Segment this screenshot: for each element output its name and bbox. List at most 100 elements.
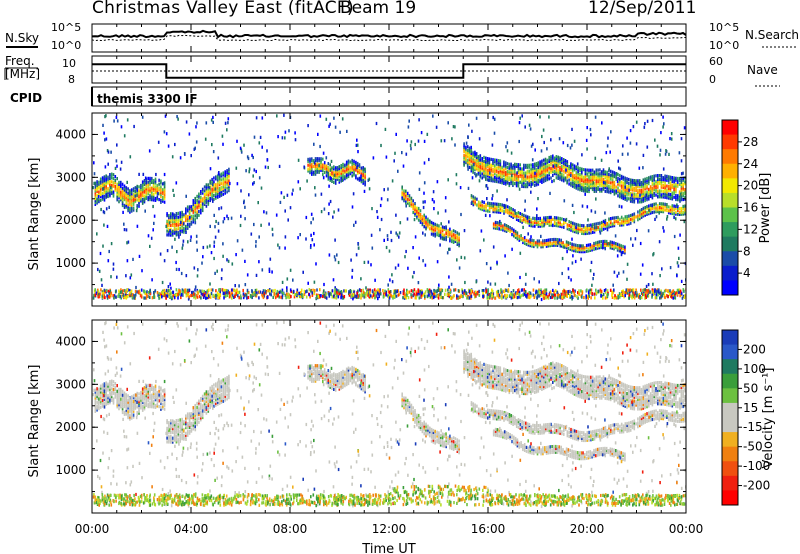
power-cell <box>508 294 511 298</box>
power-cell <box>155 172 157 177</box>
power-cell <box>635 120 638 124</box>
power-cell <box>362 175 364 179</box>
power-cell <box>327 173 330 177</box>
power-cell <box>104 115 106 119</box>
power-cell <box>127 195 129 199</box>
power-cell <box>528 220 531 224</box>
power-cell <box>145 181 148 185</box>
power-cell <box>521 180 523 185</box>
power-cell <box>97 195 100 199</box>
power-cell <box>258 260 260 264</box>
power-cell <box>362 288 364 292</box>
power-cell <box>159 293 161 297</box>
power-cell <box>664 178 666 182</box>
power-cell <box>542 162 545 166</box>
power-cell <box>628 216 630 220</box>
power-cell <box>341 292 343 296</box>
power-cell <box>492 115 494 120</box>
power-cell <box>633 196 636 200</box>
power-cell <box>664 191 666 196</box>
power-cell <box>637 216 639 220</box>
power-cell <box>209 282 211 286</box>
power-cell <box>496 206 498 210</box>
power-cell <box>200 211 202 215</box>
power-cell <box>328 124 330 128</box>
power-cell <box>116 196 118 200</box>
power-cell <box>118 196 120 200</box>
power-cell <box>406 139 408 143</box>
power-cell <box>518 295 521 299</box>
power-cell <box>130 289 133 293</box>
power-cell <box>585 245 588 249</box>
power-cell <box>439 230 442 234</box>
power-cell <box>611 183 614 188</box>
power-cell <box>333 210 335 214</box>
power-cell <box>631 293 634 297</box>
power-cell <box>512 208 514 212</box>
power-cell <box>242 296 245 300</box>
power-cell <box>474 196 476 200</box>
power-cell <box>401 185 403 189</box>
power-cell <box>617 188 619 192</box>
power-cell <box>607 189 610 193</box>
power-cell <box>550 217 552 221</box>
power-cell <box>515 215 518 220</box>
power-cell <box>186 207 189 211</box>
power-cell <box>354 294 356 298</box>
power-cell <box>600 183 603 187</box>
power-cell <box>609 185 612 189</box>
power-cell <box>367 260 370 264</box>
power-cell <box>634 237 637 241</box>
power-cell <box>105 174 107 178</box>
power-cell <box>472 153 474 157</box>
power-cell <box>516 237 519 241</box>
power-cell <box>187 240 189 244</box>
power-cell <box>530 175 532 179</box>
power-cell <box>561 217 563 221</box>
power-cell <box>320 210 323 214</box>
power-cell <box>463 229 466 233</box>
power-cell <box>452 125 455 129</box>
power-cell <box>622 144 624 148</box>
power-cell <box>143 296 145 300</box>
power-cell <box>397 293 400 297</box>
power-cell <box>615 185 617 189</box>
power-cell <box>575 176 578 181</box>
power-cell <box>444 209 447 213</box>
power-cell <box>664 188 666 192</box>
power-cell <box>220 277 223 281</box>
power-cell <box>566 223 569 227</box>
power-cell <box>405 193 407 197</box>
power-cell <box>194 198 196 203</box>
power-cell <box>551 293 553 298</box>
power-cell <box>671 204 674 208</box>
power-cell <box>542 239 544 243</box>
power-cell <box>165 132 168 136</box>
power-cell <box>347 163 350 167</box>
power-cell <box>619 173 621 178</box>
power-cell <box>286 193 289 197</box>
power-cell <box>487 209 489 213</box>
power-cell <box>619 193 621 197</box>
power-cell <box>269 257 272 261</box>
power-cell <box>500 221 502 226</box>
power-cell <box>449 288 452 292</box>
power-cell <box>238 296 240 300</box>
power-cell <box>145 196 148 200</box>
power-cell <box>166 249 169 253</box>
power-cell <box>669 183 672 187</box>
power-cell <box>141 186 144 190</box>
power-cell <box>658 181 661 185</box>
power-cell <box>198 202 200 206</box>
power-cell <box>607 243 610 248</box>
power-cell <box>207 191 210 195</box>
power-cell <box>662 115 664 119</box>
power-cell <box>680 190 683 194</box>
power-cell <box>188 224 191 228</box>
power-cell <box>598 242 601 246</box>
power-cell <box>526 216 529 220</box>
power-cell <box>177 225 180 229</box>
power-cell <box>412 207 414 211</box>
power-cell <box>218 179 221 183</box>
